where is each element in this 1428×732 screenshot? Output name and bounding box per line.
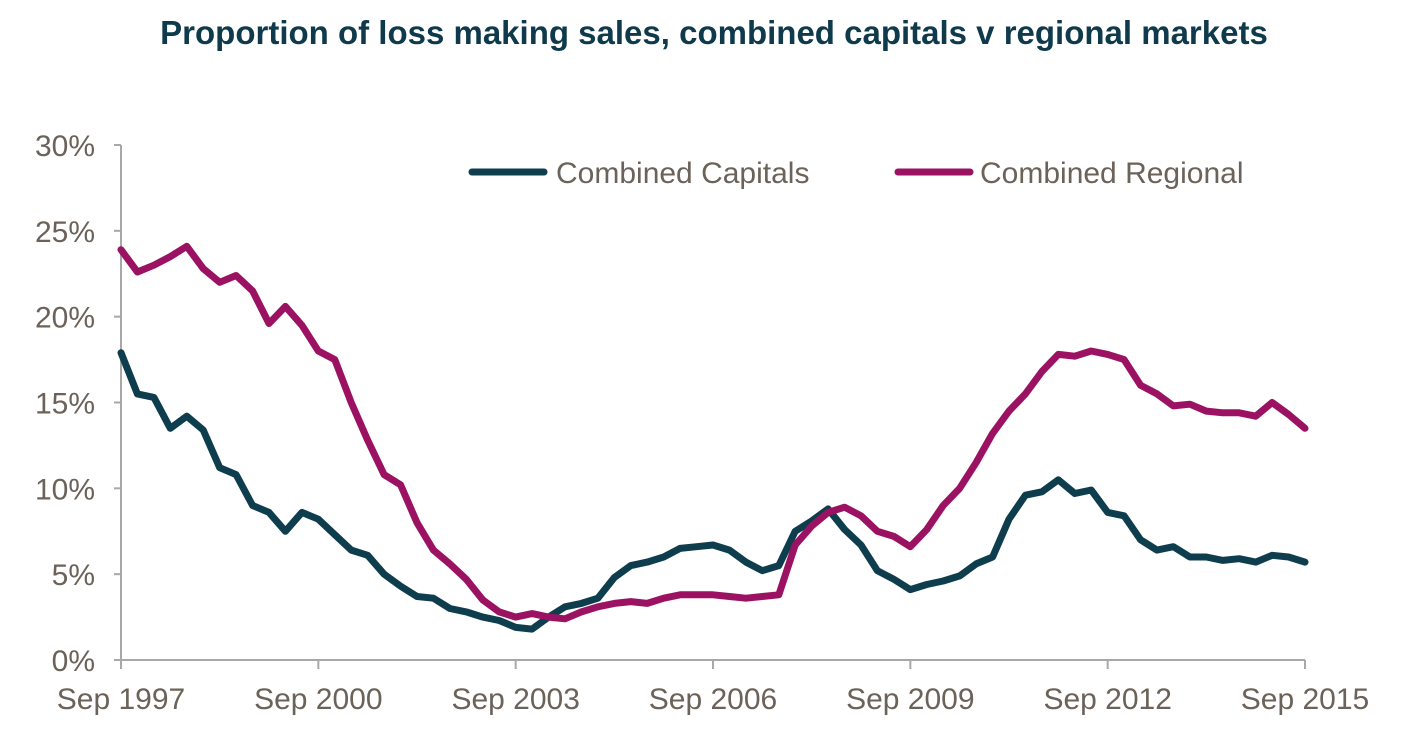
axes: 0% 5% 10% 15% 20% 25% 30% Sep 1997 Sep 2000 Sep 2… [35,130,1369,716]
legend: Combined Capitals Combined Regional [468,157,1244,190]
legend-label: Combined Capitals [556,157,809,190]
x-tick-label: Sep 2003 [451,683,579,716]
x-tick-label: Sep 1997 [57,683,185,716]
y-tick-label: 5% [52,559,95,592]
series-line-combined-regional [117,242,1309,623]
chart-title: Proportion of loss making sales, combine… [160,14,1268,51]
y-tick-label: 10% [35,473,95,506]
legend-label: Combined Regional [980,157,1244,190]
x-tick-label: Sep 2009 [846,683,974,716]
y-tick-label: 25% [35,216,95,249]
y-tick-label: 20% [35,302,95,335]
series-layer [117,242,1309,633]
x-tick-label: Sep 2000 [254,683,382,716]
y-tick-label: 30% [35,130,95,163]
y-tick-label: 15% [35,388,95,421]
series-line-combined-capitals [117,349,1309,633]
x-tick-label: Sep 2012 [1043,683,1171,716]
x-tick-label: Sep 2015 [1241,683,1369,716]
y-tick-label: 0% [52,645,95,678]
x-tick-label: Sep 2006 [649,683,777,716]
